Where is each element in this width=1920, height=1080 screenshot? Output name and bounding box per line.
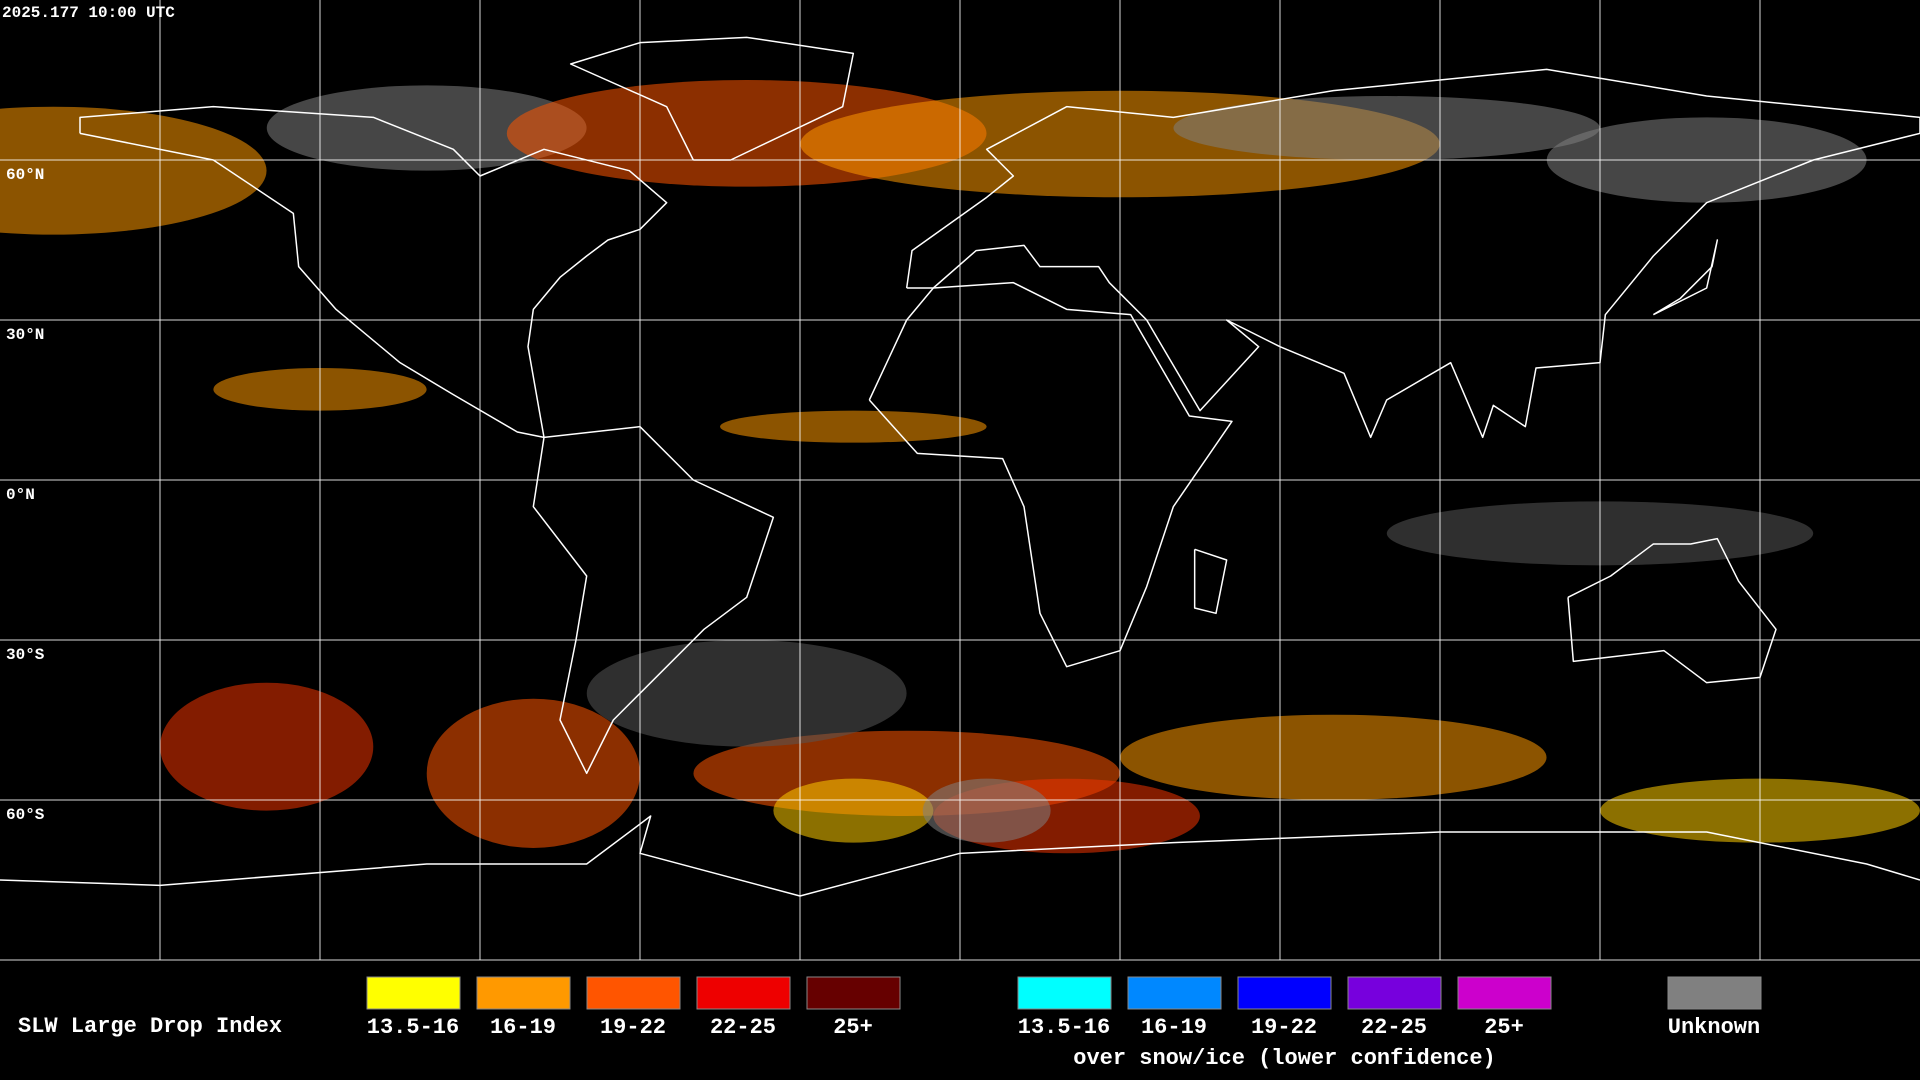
timestamp: 2025.177 10:00 UTC [2,4,175,22]
coastline [1193,548,1228,615]
coastline [868,281,1233,668]
graticule [0,0,1920,960]
legend-swatch [476,976,571,1010]
legend-label: 13.5-16 [1018,1015,1110,1040]
legend-label: 25+ [1484,1015,1524,1040]
legend-swatch [586,976,681,1010]
legend-label: 16-19 [1141,1015,1207,1040]
cloud-patch [160,682,374,811]
legend-label: 13.5-16 [367,1015,459,1040]
latitude-label: 0°N [6,486,35,504]
coastline [569,36,855,161]
coastline [79,105,668,439]
cloud-patch [586,640,907,747]
legend-label: 19-22 [1251,1015,1317,1040]
latitude-label: 30°N [6,326,44,344]
legend-swatch [806,976,901,1010]
legend-label: 16-19 [490,1015,556,1040]
legend-swatch [1237,976,1332,1010]
legend-note: over snow/ice (lower confidence) [1073,1046,1495,1071]
coastline [905,68,1920,439]
cloud-patch [1120,714,1547,800]
legend-swatch [1667,976,1762,1010]
legend: 13.5-16 16-19 19-22 22-25 25+ 13.5-16 16-19 19-… [366,976,1762,1071]
coastline [1652,239,1719,316]
legend-swatch [1457,976,1552,1010]
coastline [1567,537,1777,684]
legend-label: 25+ [833,1015,873,1040]
cloud-patch [720,410,987,443]
legend-swatch [696,976,791,1010]
legend-swatch [1127,976,1222,1010]
coastline [532,425,775,775]
legend-title: SLW Large Drop Index [18,1014,282,1039]
legend-label: 22-25 [1361,1015,1427,1040]
cloud-patch [1173,96,1600,160]
cloud-patch [266,85,587,171]
cloud-patch [0,106,267,235]
legend-label: 22-25 [710,1015,776,1040]
latitude-label: 60°N [6,166,44,184]
latitude-label: 30°S [6,646,45,664]
legend-swatch [1017,976,1112,1010]
cloud-patch [922,778,1051,843]
legend-swatch [1347,976,1442,1010]
cloud-patch [773,778,934,843]
legend-label: 19-22 [600,1015,666,1040]
legend-swatch [366,976,461,1010]
cloud-patch [426,698,640,848]
latitude-label: 60°S [6,806,45,824]
legend-label: Unknown [1668,1015,1760,1040]
